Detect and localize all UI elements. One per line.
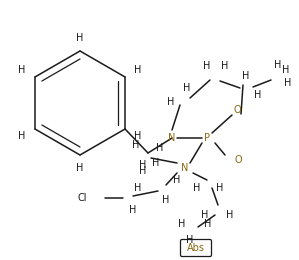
- Text: H: H: [274, 60, 282, 70]
- Text: H: H: [193, 183, 201, 193]
- Text: O: O: [234, 155, 242, 165]
- Text: H: H: [76, 33, 84, 43]
- Text: H: H: [242, 71, 250, 81]
- FancyBboxPatch shape: [181, 239, 211, 257]
- Text: H: H: [167, 97, 175, 107]
- Text: H: H: [139, 160, 147, 170]
- Text: H: H: [178, 219, 186, 229]
- Text: Cl: Cl: [77, 193, 87, 203]
- Text: N: N: [181, 163, 189, 173]
- Text: H: H: [254, 90, 262, 100]
- Text: H: H: [18, 131, 26, 141]
- Text: H: H: [18, 65, 26, 75]
- Text: H: H: [204, 219, 212, 229]
- Text: H: H: [129, 205, 137, 215]
- Text: H: H: [134, 183, 142, 193]
- Text: H: H: [284, 78, 292, 88]
- Text: N: N: [168, 133, 176, 143]
- Text: H: H: [162, 195, 170, 205]
- Text: H: H: [76, 163, 84, 173]
- Text: H: H: [173, 175, 181, 185]
- Text: H: H: [183, 83, 191, 93]
- Text: H: H: [156, 143, 164, 153]
- Text: P: P: [204, 133, 210, 143]
- Text: Abs: Abs: [187, 243, 205, 253]
- Text: H: H: [203, 61, 211, 71]
- Text: H: H: [152, 158, 160, 168]
- Text: H: H: [186, 235, 194, 245]
- Text: H: H: [221, 61, 229, 71]
- Text: H: H: [226, 210, 234, 220]
- Text: H: H: [134, 65, 142, 75]
- Text: O: O: [233, 105, 241, 115]
- Text: H: H: [132, 140, 140, 150]
- Text: H: H: [282, 65, 290, 75]
- Text: H: H: [139, 166, 147, 176]
- Text: H: H: [201, 210, 209, 220]
- Text: H: H: [134, 131, 142, 141]
- Text: H: H: [216, 183, 224, 193]
